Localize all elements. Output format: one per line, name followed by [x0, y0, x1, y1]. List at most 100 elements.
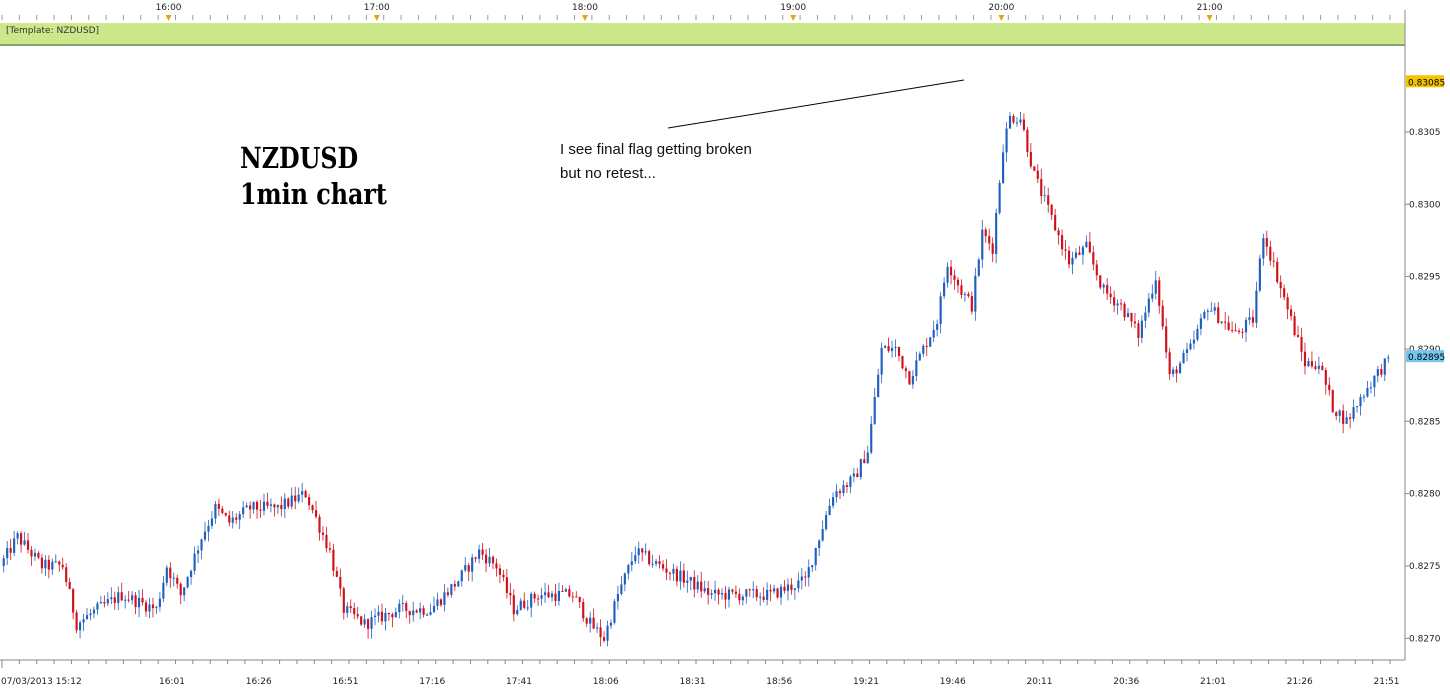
- candle: [1144, 306, 1147, 329]
- candle: [849, 474, 852, 494]
- candle: [727, 586, 731, 608]
- candle: [1203, 309, 1206, 320]
- candle: [255, 500, 259, 519]
- candle: [165, 565, 168, 587]
- candle: [484, 549, 488, 573]
- x-tick-label: 21:51: [1374, 677, 1400, 687]
- candle: [908, 370, 911, 386]
- candle: [533, 591, 536, 603]
- x-tick-label: 19:46: [940, 677, 966, 687]
- top-time-label: 16:00: [156, 3, 182, 13]
- candle: [214, 501, 217, 524]
- candle: [401, 595, 404, 612]
- candle: [731, 588, 734, 595]
- candle: [75, 609, 78, 634]
- candle: [561, 585, 564, 593]
- candle: [151, 597, 155, 618]
- candle: [398, 599, 401, 619]
- candle: [1175, 365, 1178, 383]
- candle: [568, 585, 571, 598]
- candle: [436, 592, 439, 611]
- candle: [641, 548, 644, 562]
- annotation-line-2: but no retest...: [560, 165, 656, 182]
- y-tick-label: 0.8295: [1409, 273, 1441, 283]
- candle: [1071, 251, 1074, 275]
- candle: [1293, 311, 1296, 337]
- candle: [1373, 375, 1376, 397]
- annotation-line-1: I see final flag getting broken: [560, 141, 752, 158]
- annotation-pointer-line: [667, 79, 965, 129]
- candle: [800, 567, 803, 590]
- candle: [44, 555, 47, 576]
- candle: [103, 595, 106, 608]
- candle: [1349, 413, 1352, 429]
- candle: [675, 565, 678, 587]
- candle: [696, 574, 699, 594]
- candle: [637, 541, 640, 564]
- candle: [998, 179, 1001, 215]
- template-bar: [0, 23, 1405, 44]
- candle: [943, 277, 946, 300]
- x-tick-label: 17:16: [419, 677, 445, 687]
- candle: [543, 582, 547, 603]
- candle: [589, 611, 592, 633]
- candle: [498, 564, 502, 584]
- candle: [1126, 308, 1130, 318]
- candle: [1300, 327, 1303, 362]
- candle: [1161, 300, 1164, 330]
- candle: [457, 580, 460, 587]
- candle: [887, 337, 890, 353]
- candle: [453, 580, 456, 591]
- candle: [245, 502, 248, 508]
- price-axis: 0.8270 0.8275 0.8280 0.8285 0.8290 0.8295 0.83…: [1405, 128, 1441, 644]
- candle: [314, 501, 318, 519]
- candle: [96, 601, 99, 615]
- candle: [235, 513, 238, 525]
- candle: [158, 591, 161, 612]
- time-marker-icon: [1206, 15, 1213, 21]
- candle: [1151, 284, 1154, 303]
- candle: [1081, 245, 1084, 265]
- candle: [977, 257, 980, 278]
- current-price-label: 0.82895: [1408, 353, 1445, 363]
- candle: [1019, 111, 1022, 126]
- candle: [290, 487, 293, 510]
- candle: [582, 598, 585, 622]
- candle: [606, 620, 609, 647]
- candle: [755, 585, 758, 602]
- candle: [620, 575, 623, 596]
- candle: [831, 492, 835, 509]
- candle: [1369, 381, 1372, 394]
- candle: [804, 571, 807, 587]
- candle: [1189, 339, 1192, 351]
- candle: [772, 584, 776, 594]
- candle: [825, 511, 828, 531]
- candle: [602, 631, 606, 643]
- candle: [23, 531, 26, 546]
- candle: [432, 596, 436, 613]
- current-price-tag: 0.82895: [1406, 350, 1445, 363]
- candle: [1113, 290, 1116, 313]
- candle: [99, 595, 102, 604]
- candle: [429, 603, 432, 616]
- candle: [252, 501, 255, 514]
- y-tick-label: 0.8300: [1409, 200, 1441, 210]
- candle: [54, 554, 57, 563]
- candle: [1251, 309, 1255, 328]
- candle: [1140, 315, 1143, 344]
- chart-subtitle: 1min chart: [240, 178, 388, 212]
- candle: [710, 589, 713, 600]
- candle: [949, 259, 953, 285]
- candle: [689, 576, 692, 591]
- candle: [1231, 321, 1234, 334]
- candle: [613, 598, 616, 625]
- candle: [1158, 276, 1161, 314]
- candle: [1008, 111, 1012, 129]
- candle: [703, 580, 706, 594]
- candle: [294, 486, 297, 510]
- candle: [1335, 410, 1338, 421]
- candle: [1130, 312, 1133, 328]
- candle: [58, 560, 61, 572]
- candle: [1276, 257, 1279, 285]
